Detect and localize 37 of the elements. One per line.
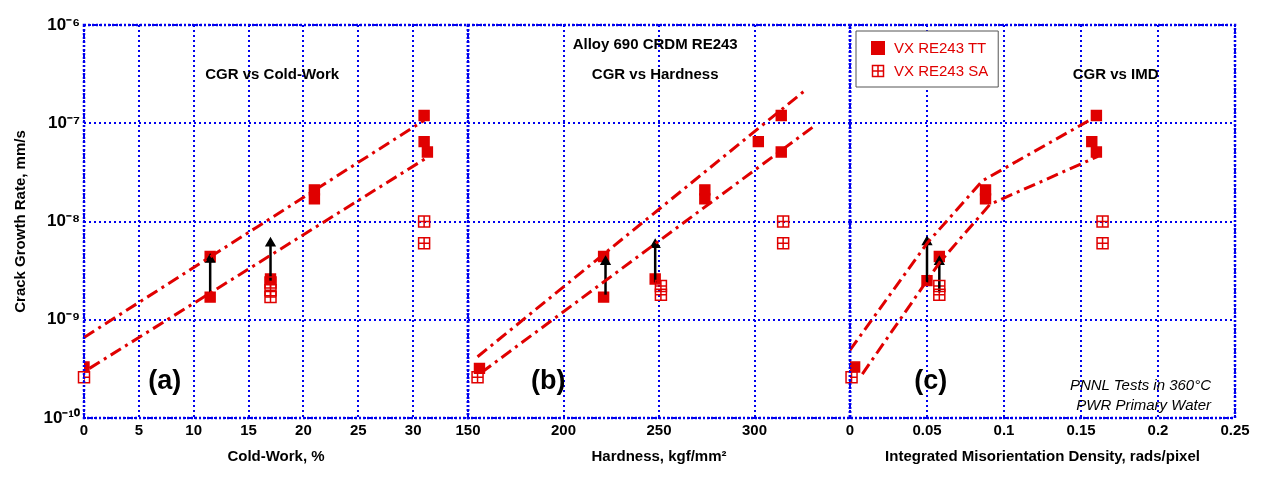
text: CGR vs IMD xyxy=(1072,65,1159,83)
x-tick-label: 10 xyxy=(185,421,203,439)
annotation: (b) xyxy=(530,365,566,396)
x-tick-label: 30 xyxy=(404,421,422,439)
legend-label: VX RE243 SA xyxy=(894,62,989,80)
text: CGR vs Hardness xyxy=(591,65,719,83)
x-tick-label: 300 xyxy=(741,421,768,439)
y-tick-label: 10⁻⁷ xyxy=(48,112,80,132)
y-tick-label: 10⁻⁹ xyxy=(47,309,80,329)
x-axis-title: Integrated Misorientation Density, rads/pixel xyxy=(885,447,1200,465)
text: Alloy 690 CRDM RE243 xyxy=(572,35,738,53)
x-tick-label: 25 xyxy=(349,421,367,439)
annotation: (a) xyxy=(148,365,182,396)
x-tick-label: 150 xyxy=(455,421,481,439)
y-axis-title: Crack Growth Rate, mm/s xyxy=(11,130,29,313)
x-axis-title: Hardness, kgf/mm² xyxy=(591,447,727,465)
x-tick-label: 200 xyxy=(550,421,577,439)
legend-label: VX RE243 TT xyxy=(894,39,987,57)
x-tick-label: 0.2 xyxy=(1147,421,1169,439)
y-tick-label: 10⁻⁸ xyxy=(47,211,80,231)
text: CGR vs Cold-Work xyxy=(205,65,340,83)
y-tick-label: 10⁻¹⁰ xyxy=(43,407,80,427)
x-tick-label: 15 xyxy=(240,421,257,439)
x-tick-label: 0.15 xyxy=(1066,421,1096,439)
x-tick-label: 5 xyxy=(134,421,144,439)
annotation: PNNL Tests in 360°C xyxy=(1069,376,1212,394)
x-tick-label: 0.1 xyxy=(993,421,1015,439)
x-tick-label: 0 xyxy=(845,421,855,439)
x-tick-label: 20 xyxy=(295,421,312,439)
annotation: (c) xyxy=(914,365,948,396)
x-tick-label: 0 xyxy=(79,421,89,439)
x-tick-label: 0.05 xyxy=(912,421,942,439)
x-tick-label: 0.25 xyxy=(1220,421,1250,439)
annotation: PWR Primary Water xyxy=(1076,396,1212,414)
y-tick-label: 10⁻⁶ xyxy=(47,14,80,34)
x-tick-label: 250 xyxy=(646,421,672,439)
x-axis-title: Cold-Work, % xyxy=(227,447,325,465)
